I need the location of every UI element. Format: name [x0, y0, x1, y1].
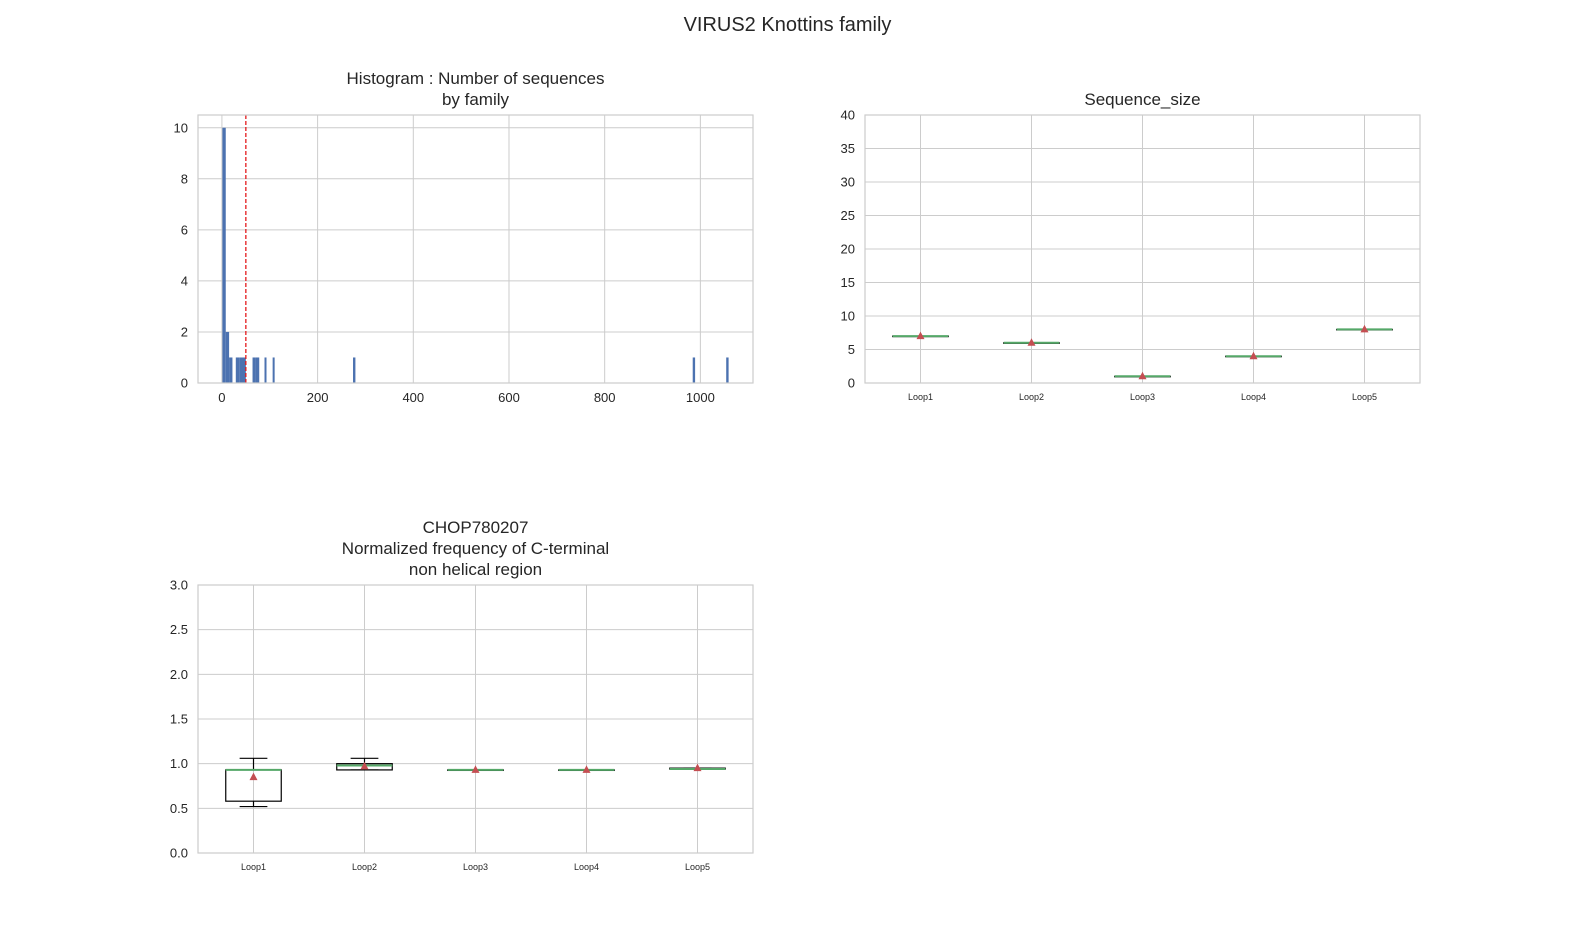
histogram-bar	[242, 357, 246, 383]
mean-marker	[916, 331, 925, 340]
panel-0-title-line: by family	[442, 90, 510, 109]
histogram-bar	[235, 357, 240, 383]
histogram-bar	[222, 127, 226, 383]
x-tick-label: Loop4	[1241, 392, 1266, 402]
y-tick-label: 15	[841, 275, 855, 290]
panel-2-title-line: non helical region	[409, 560, 542, 579]
y-tick-label: 0	[181, 376, 188, 391]
x-tick-label: Loop3	[463, 862, 488, 872]
mean-marker	[1360, 324, 1369, 333]
panel-2-title-line: CHOP780207	[423, 518, 529, 537]
x-tick-label: Loop5	[685, 862, 710, 872]
x-tick-label: Loop2	[1019, 392, 1044, 402]
y-tick-label: 10	[174, 120, 188, 135]
panel-0-title-line: Histogram : Number of sequences	[347, 69, 605, 88]
histogram-bar	[264, 357, 267, 383]
y-tick-label: 30	[841, 175, 855, 190]
plot-frame	[197, 114, 754, 384]
y-tick-label: 4	[181, 273, 188, 288]
mean-marker	[360, 761, 369, 770]
y-tick-label: 2	[181, 324, 188, 339]
y-tick-label: 35	[841, 141, 855, 156]
mean-marker	[1027, 338, 1036, 346]
histogram-bar	[229, 357, 233, 383]
x-tick-label: Loop1	[908, 392, 933, 402]
mean-marker	[249, 772, 258, 781]
histogram-bar	[353, 357, 356, 383]
plot-frame	[864, 114, 1421, 384]
mean-marker	[693, 763, 702, 772]
x-tick-label: 800	[594, 390, 616, 405]
x-tick-label: Loop1	[241, 862, 266, 872]
x-tick-label: Loop5	[1352, 392, 1377, 402]
x-tick-label: 400	[402, 390, 424, 405]
figure-title: VIRUS2 Knottins family	[683, 14, 892, 36]
y-tick-label: 25	[841, 208, 855, 223]
y-tick-label: 2.5	[170, 622, 188, 637]
sequence-size-boxplot-panel: Sequence_size 0 5 10 15 20 25 30 35 40 Loop1 Loop2 L…	[841, 90, 1421, 402]
y-tick-label: 8	[181, 171, 188, 186]
y-tick-label: 20	[841, 242, 855, 257]
plot-frame	[197, 584, 754, 854]
x-tick-label: 200	[307, 390, 329, 405]
y-tick-label: 6	[181, 222, 188, 237]
histogram-bar	[692, 357, 696, 383]
histogram-bar	[726, 357, 729, 383]
x-tick-label: 0	[218, 390, 225, 405]
mean-marker	[1249, 351, 1258, 360]
y-tick-label: 0	[848, 376, 855, 391]
y-tick-label: 40	[841, 108, 855, 123]
y-tick-label: 10	[841, 309, 855, 324]
histogram-bar	[239, 357, 243, 383]
chop780207-boxplot-panel: CHOP780207 Normalized frequency of C-term…	[170, 518, 754, 872]
y-tick-label: 0.5	[170, 801, 188, 816]
mean-marker	[1138, 371, 1147, 380]
y-tick-label: 0.0	[170, 846, 188, 861]
x-tick-label: 1000	[686, 390, 715, 405]
y-tick-label: 3.0	[170, 578, 188, 593]
y-tick-label: 2.0	[170, 667, 188, 682]
y-tick-label: 1.5	[170, 712, 188, 727]
x-tick-label: 600	[498, 390, 520, 405]
mean-marker	[582, 765, 591, 773]
panel-2-title-line: Normalized frequency of C-terminal	[342, 539, 609, 558]
y-tick-label: 1.0	[170, 756, 188, 771]
histogram-bar	[225, 331, 230, 383]
x-tick-label: Loop3	[1130, 392, 1155, 402]
histogram-bar	[252, 357, 256, 383]
histogram-panel: Histogram : Number of sequences by family…	[174, 69, 754, 405]
x-tick-label: Loop2	[352, 862, 377, 872]
histogram-bar	[255, 357, 260, 383]
y-tick-label: 5	[848, 342, 855, 357]
mean-marker	[471, 765, 480, 773]
histogram-bar	[272, 357, 275, 383]
x-tick-label: Loop4	[574, 862, 599, 872]
panel-1-title-line: Sequence_size	[1084, 90, 1200, 109]
